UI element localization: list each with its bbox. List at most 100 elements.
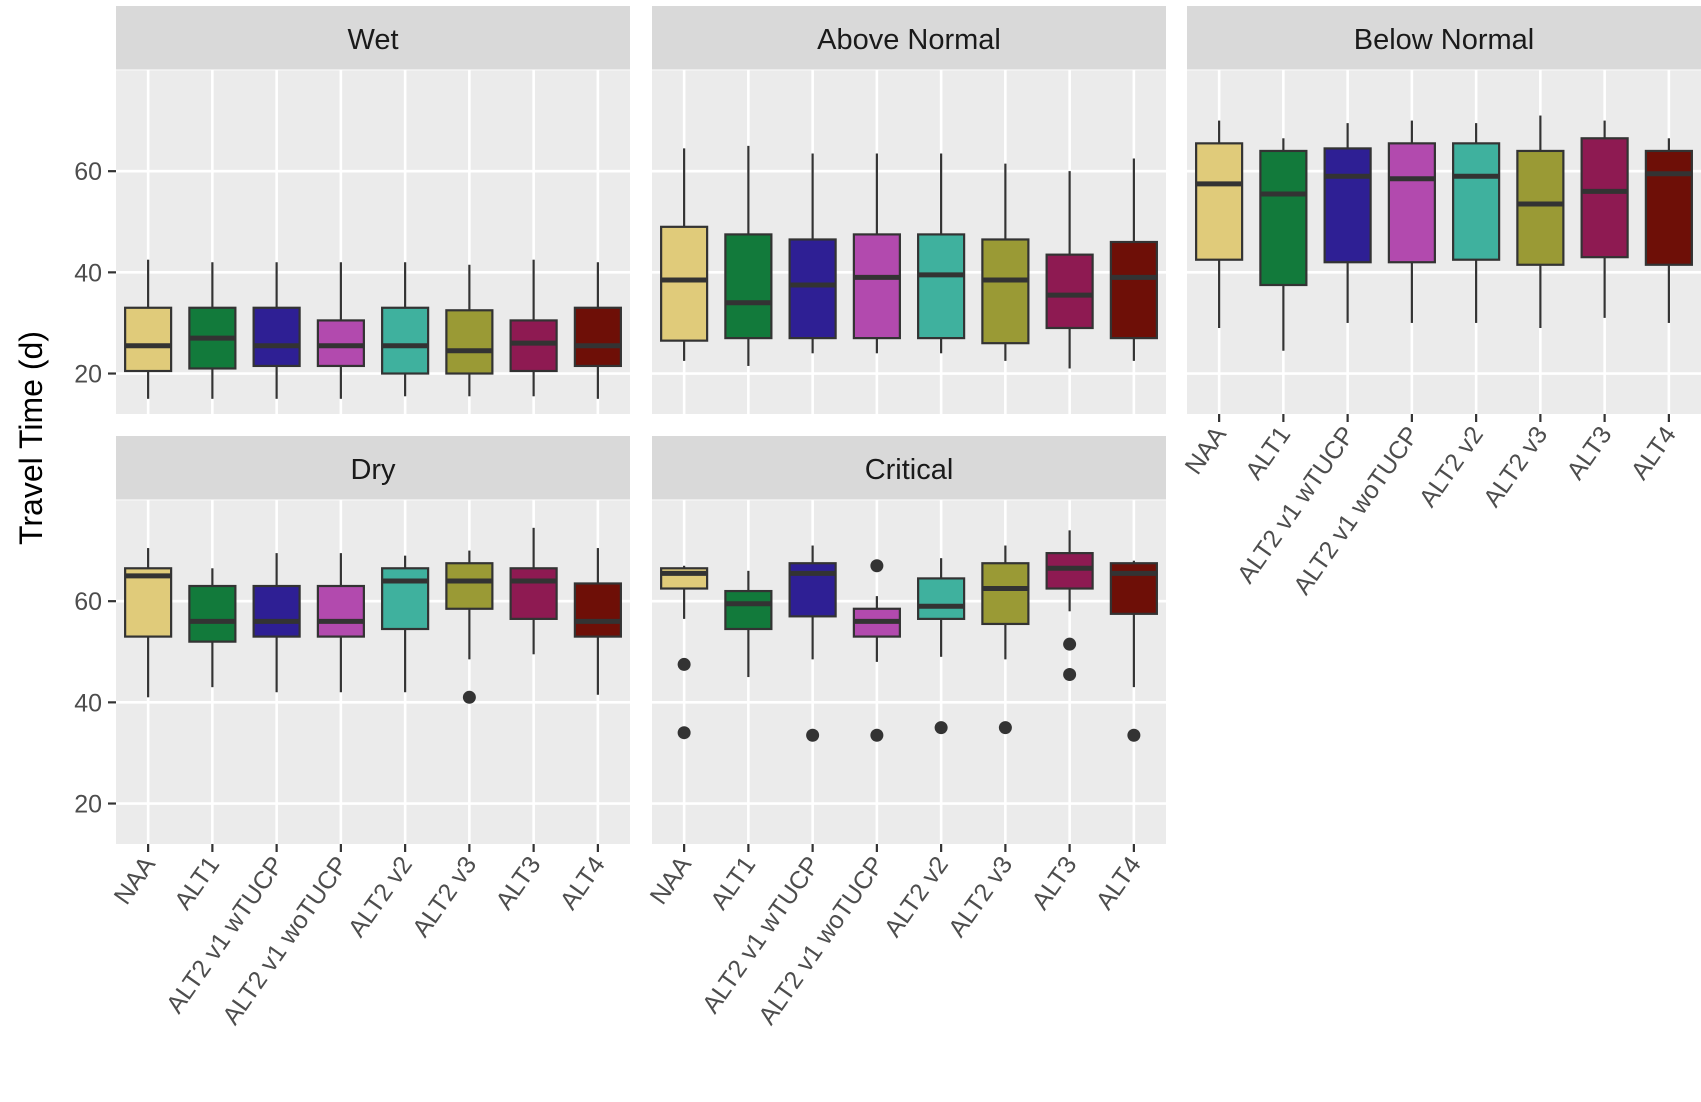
outlier-point bbox=[870, 728, 884, 742]
box-naa bbox=[124, 548, 173, 698]
box-iqr bbox=[188, 584, 237, 643]
box-iqr bbox=[1195, 142, 1244, 261]
panel-above-normal: Above Normal bbox=[652, 6, 1166, 414]
box-iqr bbox=[724, 589, 773, 631]
y-tick-label: 60 bbox=[74, 588, 102, 616]
box-alt4 bbox=[1644, 138, 1693, 323]
box-naa bbox=[660, 565, 709, 740]
x-tick-label: ALT2 v3 bbox=[1478, 421, 1553, 512]
box-alt2-v3 bbox=[445, 550, 494, 704]
box-alt2-v1-wotucp bbox=[1387, 120, 1436, 323]
outlier-point bbox=[462, 690, 476, 704]
box-alt4 bbox=[1109, 560, 1158, 742]
outlier-point bbox=[1127, 728, 1141, 742]
box-iqr bbox=[1323, 147, 1372, 264]
box-alt2-v1-wtucp bbox=[252, 553, 301, 693]
box-iqr bbox=[1045, 552, 1094, 590]
x-tick-label: ALT2 v3 bbox=[943, 851, 1018, 942]
panel-background bbox=[652, 500, 1166, 844]
box-alt2-v3 bbox=[445, 264, 494, 397]
x-tick-label: ALT3 bbox=[490, 851, 546, 914]
x-tick-label: ALT2 v1 wTUCP bbox=[1232, 421, 1361, 588]
x-tick-label: ALT2 v1 wTUCP bbox=[697, 851, 826, 1018]
box-alt2-v1-wtucp bbox=[1323, 123, 1372, 323]
outlier-point bbox=[998, 721, 1012, 735]
box-alt1 bbox=[724, 570, 773, 678]
panel-title: Above Normal bbox=[817, 24, 1001, 56]
outlier-point bbox=[934, 721, 948, 735]
y-tick-label: 40 bbox=[74, 259, 102, 287]
x-tick-label: ALT1 bbox=[169, 851, 225, 914]
box-iqr bbox=[1109, 240, 1158, 340]
box-alt4 bbox=[573, 262, 622, 399]
box-alt2-v2 bbox=[381, 555, 430, 693]
panel-strip bbox=[116, 6, 630, 70]
x-tick-label: ALT4 bbox=[1091, 851, 1147, 915]
box-alt3 bbox=[1580, 120, 1629, 318]
box-iqr bbox=[573, 306, 622, 368]
box-iqr bbox=[724, 233, 773, 340]
x-tick-label: ALT2 v2 bbox=[343, 851, 418, 942]
box-iqr bbox=[917, 233, 966, 340]
x-tick-label: ALT2 v2 bbox=[1414, 421, 1489, 512]
box-alt2-v2 bbox=[917, 153, 966, 354]
y-tick-label: 40 bbox=[74, 689, 102, 717]
x-tick-label: ALT4 bbox=[555, 851, 611, 915]
outlier-point bbox=[1063, 668, 1077, 682]
panel-strip bbox=[1187, 6, 1701, 70]
box-iqr bbox=[124, 306, 173, 373]
box-iqr bbox=[509, 567, 558, 620]
x-tick-label: ALT2 v3 bbox=[407, 851, 482, 942]
panel-strip bbox=[116, 436, 630, 500]
x-tick-label: ALT2 v1 wTUCP bbox=[161, 851, 290, 1018]
box-alt3 bbox=[1045, 171, 1094, 369]
box-iqr bbox=[1109, 562, 1158, 615]
box-iqr bbox=[660, 225, 709, 342]
box-iqr bbox=[445, 562, 494, 610]
box-naa bbox=[1195, 120, 1244, 328]
box-alt1 bbox=[188, 568, 237, 688]
box-alt4 bbox=[573, 548, 622, 695]
outlier-point bbox=[677, 657, 691, 671]
box-naa bbox=[124, 259, 173, 399]
box-alt3 bbox=[509, 527, 558, 655]
x-tick-label: ALT2 v2 bbox=[879, 851, 954, 942]
box-alt2-v3 bbox=[981, 545, 1030, 735]
box-alt4 bbox=[1109, 158, 1158, 361]
box-iqr bbox=[316, 584, 365, 638]
box-alt2-v1-wtucp bbox=[252, 262, 301, 399]
box-alt2-v1-wotucp bbox=[852, 559, 901, 742]
panel-title: Dry bbox=[350, 454, 396, 486]
x-tick-label: NAA bbox=[1180, 421, 1233, 479]
box-alt2-v1-wotucp bbox=[316, 262, 365, 399]
box-iqr bbox=[852, 233, 901, 340]
box-iqr bbox=[445, 309, 494, 375]
box-alt3 bbox=[1045, 530, 1094, 682]
box-alt3 bbox=[509, 259, 558, 397]
x-tick-label: NAA bbox=[645, 851, 698, 909]
box-alt2-v2 bbox=[917, 558, 966, 735]
box-iqr bbox=[316, 319, 365, 368]
box-alt2-v3 bbox=[981, 163, 1030, 361]
box-iqr bbox=[252, 584, 301, 638]
box-iqr bbox=[1387, 142, 1436, 264]
box-iqr bbox=[917, 577, 966, 620]
x-tick-label: ALT1 bbox=[1240, 421, 1296, 484]
box-alt1 bbox=[188, 262, 237, 399]
panel-wet: Wet 20 40 60 bbox=[74, 6, 630, 414]
box-iqr bbox=[381, 567, 430, 631]
box-alt2-v1-wotucp bbox=[852, 153, 901, 354]
panel-title: Critical bbox=[865, 454, 954, 486]
panel-title: Below Normal bbox=[1354, 24, 1535, 56]
panel-title: Wet bbox=[347, 24, 398, 56]
box-iqr bbox=[1580, 137, 1629, 259]
box-iqr bbox=[788, 238, 837, 340]
box-iqr bbox=[1259, 149, 1308, 287]
box-iqr bbox=[381, 306, 430, 375]
y-tick-label: 20 bbox=[74, 361, 102, 389]
